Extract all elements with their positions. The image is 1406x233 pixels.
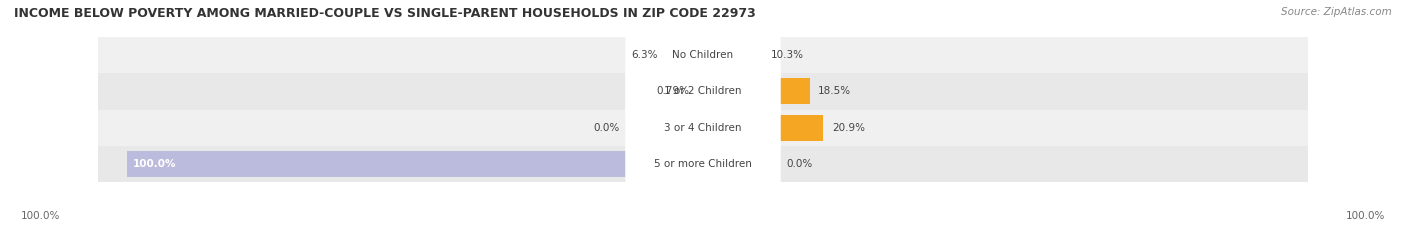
Text: INCOME BELOW POVERTY AMONG MARRIED-COUPLE VS SINGLE-PARENT HOUSEHOLDS IN ZIP COD: INCOME BELOW POVERTY AMONG MARRIED-COUPL… (14, 7, 756, 20)
Text: 100.0%: 100.0% (134, 159, 177, 169)
Text: Source: ZipAtlas.com: Source: ZipAtlas.com (1281, 7, 1392, 17)
Bar (127, 151, 703, 177)
Text: 0.79%: 0.79% (657, 86, 690, 96)
Bar (699, 79, 703, 104)
Text: 3 or 4 Children: 3 or 4 Children (664, 123, 742, 133)
Bar (70, 146, 1336, 182)
FancyBboxPatch shape (626, 133, 780, 195)
Text: 100.0%: 100.0% (1346, 211, 1385, 221)
Text: 20.9%: 20.9% (832, 123, 865, 133)
Bar (666, 42, 703, 68)
Bar (703, 42, 762, 68)
Text: 6.3%: 6.3% (631, 50, 658, 60)
Text: 5 or more Children: 5 or more Children (654, 159, 752, 169)
FancyBboxPatch shape (626, 60, 780, 123)
Text: 100.0%: 100.0% (21, 211, 60, 221)
Text: 18.5%: 18.5% (818, 86, 851, 96)
FancyBboxPatch shape (626, 96, 780, 159)
Text: 1 or 2 Children: 1 or 2 Children (664, 86, 742, 96)
FancyBboxPatch shape (626, 24, 780, 86)
Text: 0.0%: 0.0% (786, 159, 813, 169)
Text: No Children: No Children (672, 50, 734, 60)
Bar (70, 73, 1336, 110)
Bar (703, 79, 810, 104)
Text: 0.0%: 0.0% (593, 123, 620, 133)
Bar (703, 115, 824, 140)
Bar (70, 110, 1336, 146)
Text: 10.3%: 10.3% (770, 50, 804, 60)
Bar (70, 37, 1336, 73)
